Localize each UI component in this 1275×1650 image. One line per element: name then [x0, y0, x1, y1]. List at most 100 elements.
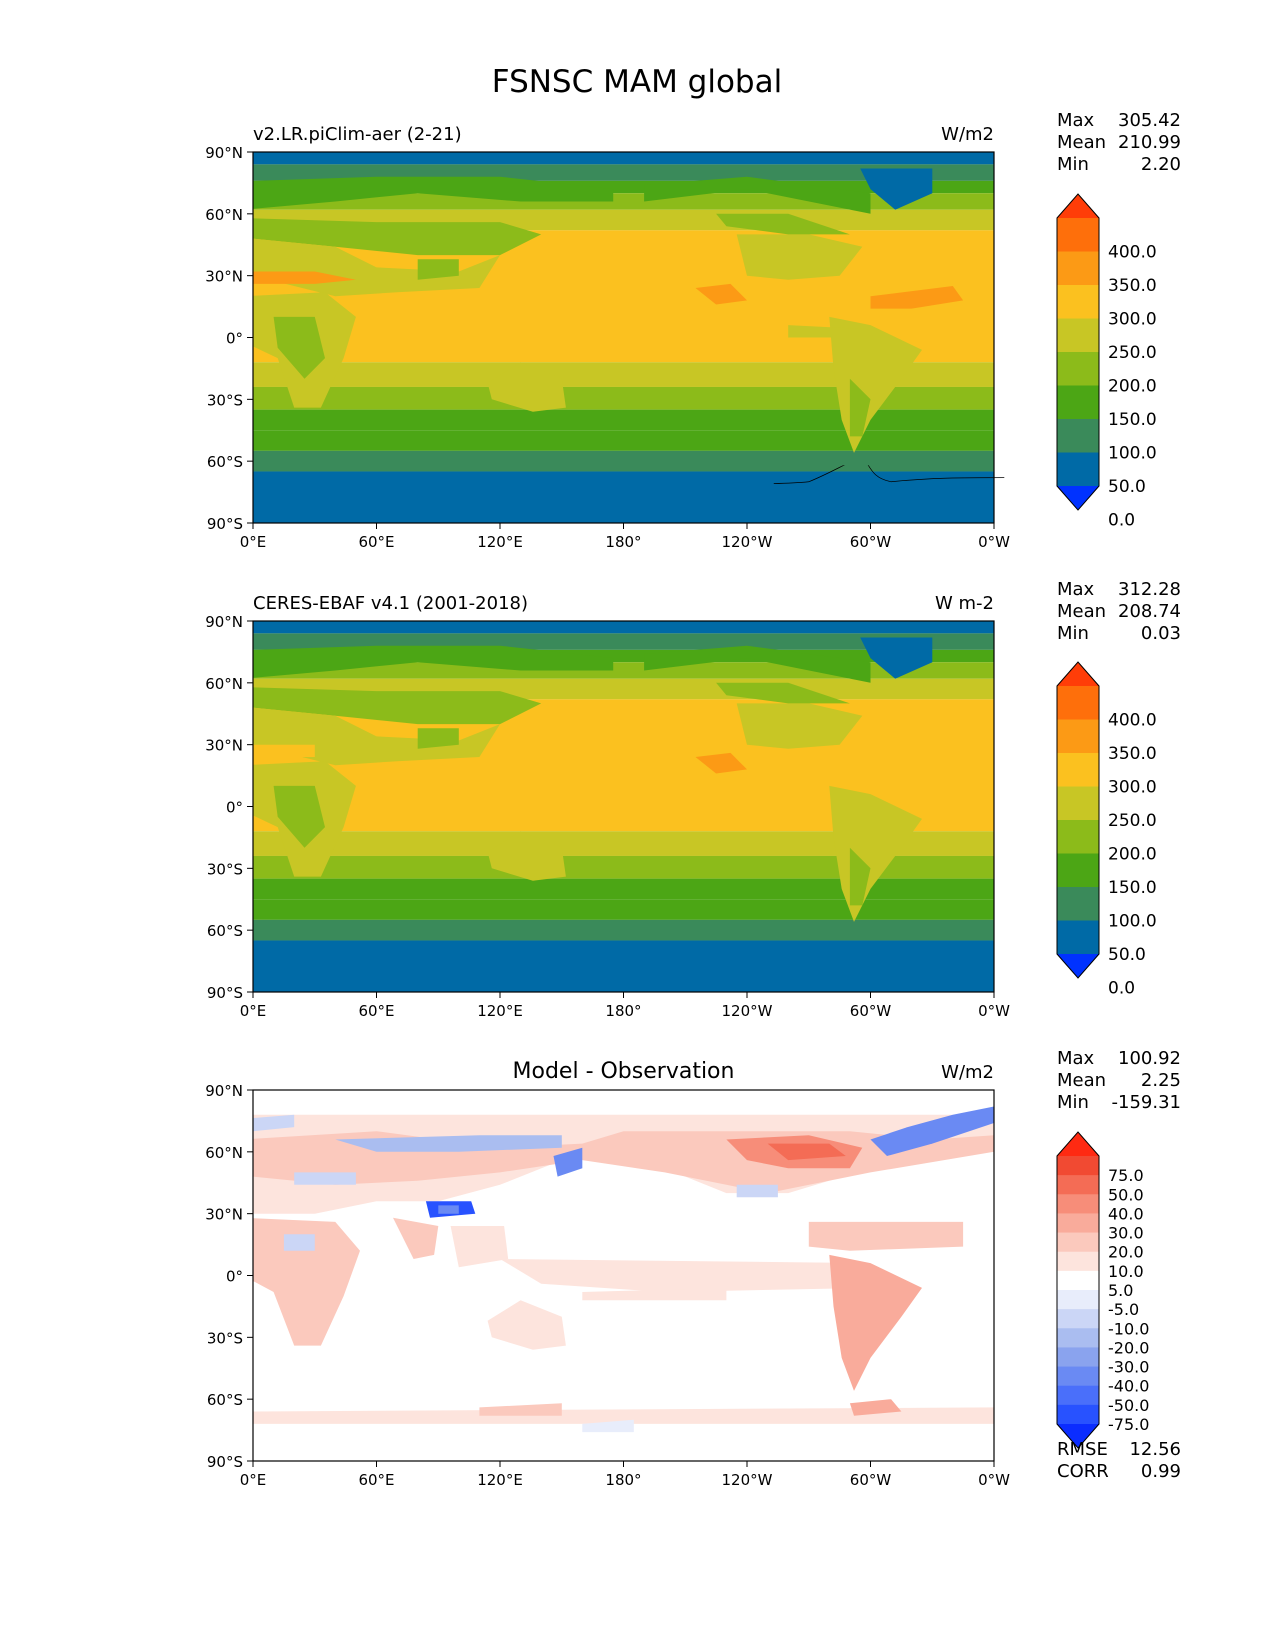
- tibet-region: [417, 259, 459, 280]
- subtropical-high: [253, 744, 315, 757]
- colorbar-extend-min: [1057, 486, 1099, 510]
- colorbar-segment: [1057, 1251, 1099, 1272]
- field-region: [849, 847, 871, 906]
- colorbar-tick-label: 50.0: [1108, 477, 1146, 497]
- subtropical-high: [695, 752, 747, 774]
- lon-tick-label: 60°W: [850, 533, 892, 551]
- panel-center-title: Model - Observation: [513, 1059, 735, 1084]
- colorbar-tick-label: -30.0: [1108, 1358, 1149, 1377]
- colorbar-segment: [1057, 1175, 1099, 1195]
- colorbar-segment: [1057, 1347, 1099, 1368]
- field-region: [273, 785, 325, 848]
- colorbar-tick-label: 100.0: [1108, 444, 1157, 464]
- lon-tick-label: 120°E: [477, 533, 523, 551]
- colorbar-tick-label: 400.0: [1108, 243, 1157, 263]
- colorbar-tick-label: 350.0: [1108, 276, 1157, 296]
- lat-tick-label: 30°S: [207, 860, 243, 878]
- extra-stat-label: CORR: [1057, 1461, 1109, 1482]
- stat-label: Mean: [1057, 1070, 1106, 1091]
- colorbar-tick-label: -20.0: [1108, 1338, 1149, 1357]
- colorbar-extend-min: [1057, 954, 1099, 978]
- colorbar-tick-label: 10.0: [1108, 1262, 1144, 1281]
- lon-tick-label: 0°W: [978, 1002, 1010, 1020]
- stat-label: Min: [1057, 154, 1089, 175]
- stat-label: Min: [1057, 1092, 1089, 1113]
- colorbar-segment: [1057, 1290, 1099, 1310]
- lat-tick-label: 30°S: [207, 391, 243, 409]
- lat-tick-label: 90°S: [207, 984, 243, 1002]
- lon-tick-label: 120°W: [722, 1471, 773, 1489]
- panel-units: W m-2: [935, 593, 994, 614]
- colorbar-extend-min: [1057, 1424, 1099, 1448]
- stat-value: 210.99: [1118, 132, 1181, 153]
- colorbar-tick-label: 30.0: [1108, 1224, 1144, 1243]
- field-band: [253, 621, 994, 634]
- colorbar-segment: [1057, 385, 1099, 420]
- colorbar-segment: [1057, 786, 1099, 821]
- colorbar-tick-label: 200.0: [1108, 845, 1157, 865]
- colorbar-segment: [1057, 853, 1099, 888]
- field-region: [253, 687, 542, 725]
- panels: 90°N60°N30°N0°30°S60°S90°S0°E 60°E 120°E 18…: [205, 110, 1181, 1489]
- colorbar-segment: [1057, 820, 1099, 854]
- colorbar-segment: [1057, 1270, 1099, 1291]
- colorbar-tick-label: 200.0: [1108, 377, 1157, 397]
- lon-tick-label: 180°: [605, 1002, 641, 1020]
- diff-region: [500, 1259, 871, 1292]
- lon-tick-label: 180°: [605, 1471, 641, 1489]
- field-region: [487, 362, 566, 412]
- stat-label: Mean: [1057, 132, 1106, 153]
- lat-tick-label: 90°N: [205, 1082, 243, 1100]
- colorbar-segment: [1057, 1385, 1099, 1406]
- field-band: [253, 409, 994, 431]
- diff-region: [253, 1218, 360, 1346]
- stat-value: 312.28: [1118, 579, 1181, 600]
- lon-tick-label: 120°E: [477, 1002, 523, 1020]
- lon-tick-label: 0°E: [240, 1471, 267, 1489]
- lat-tick-label: 30°N: [205, 737, 243, 755]
- colorbar-segment: [1057, 1213, 1099, 1234]
- diff-region: [487, 1300, 566, 1350]
- subtropical-high: [695, 283, 747, 305]
- colorbar-tick-label: -40.0: [1108, 1377, 1149, 1396]
- colorbar-segment: [1057, 251, 1099, 286]
- strong-negative: [438, 1205, 459, 1214]
- colorbar-tick-label: 5.0: [1108, 1281, 1133, 1300]
- subtropical-high: [253, 271, 356, 284]
- colorbar-tick-label: 300.0: [1108, 310, 1157, 330]
- field-band: [253, 386, 994, 410]
- diff-region: [479, 1403, 562, 1416]
- colorbar-tick-label: 250.0: [1108, 811, 1157, 831]
- lon-tick-label: 60°E: [358, 1002, 394, 1020]
- lon-tick-label: 60°W: [850, 1471, 892, 1489]
- colorbar-segment: [1057, 452, 1099, 487]
- stat-label: Max: [1057, 110, 1095, 131]
- field-region: [253, 176, 614, 209]
- lon-tick-label: 60°E: [358, 533, 394, 551]
- negative-region: [582, 1419, 634, 1433]
- stat-value: 2.20: [1141, 154, 1181, 175]
- colorbar-tick-label: 0.0: [1108, 979, 1135, 999]
- colorbar-extend-max: [1057, 194, 1099, 218]
- colorbar-tick-label: 50.0: [1108, 1185, 1144, 1204]
- colorbar-tick-label: -50.0: [1108, 1396, 1149, 1415]
- field-region: [716, 682, 850, 704]
- lat-tick-label: 30°N: [205, 268, 243, 286]
- field-band: [253, 940, 994, 992]
- lat-tick-label: 90°S: [207, 515, 243, 533]
- colorbar-segment: [1057, 218, 1099, 252]
- stat-value: -159.31: [1112, 1092, 1181, 1113]
- figure-title: FSNSC MAM global: [492, 64, 782, 100]
- field-band: [253, 878, 994, 900]
- colorbar-tick-label: -10.0: [1108, 1319, 1149, 1338]
- lon-tick-label: 0°W: [978, 533, 1010, 551]
- field-region: [849, 378, 871, 437]
- negative-region: [870, 1106, 994, 1156]
- field-band: [253, 430, 994, 451]
- colorbar-segment: [1057, 419, 1099, 453]
- negative-region: [253, 1114, 295, 1132]
- field-region: [644, 176, 871, 214]
- panel-difference: 90°N 60°N 30°N 0° 30°S 60°S 90°S0°E 60°E 120°E 18…: [205, 1048, 1181, 1489]
- colorbar-segment: [1057, 1404, 1099, 1425]
